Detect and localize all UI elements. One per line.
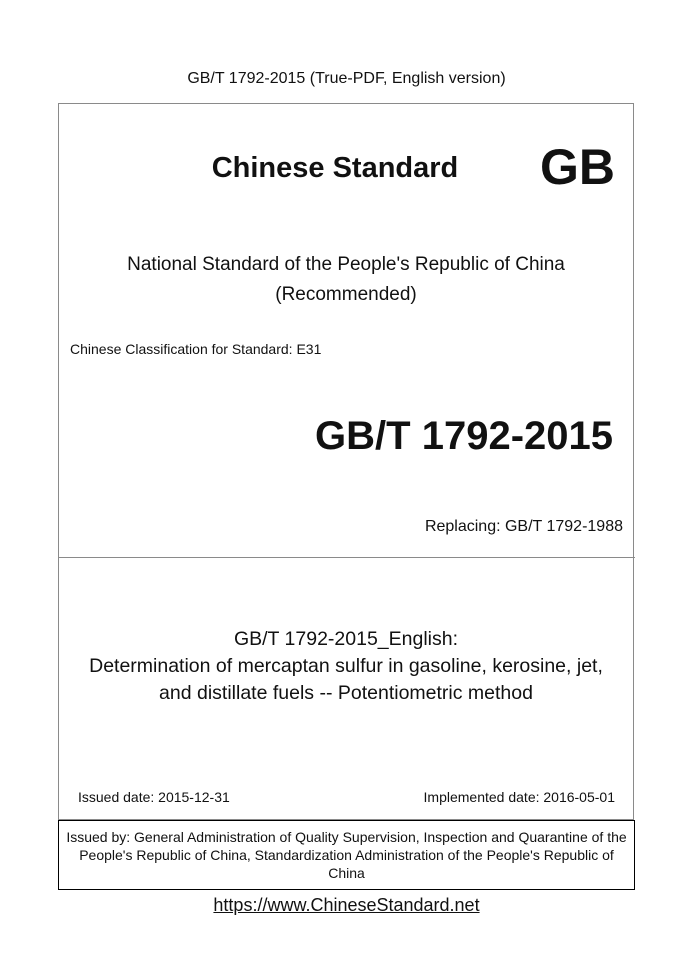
issued-date: Issued date: 2015-12-31 (78, 789, 230, 805)
page-header: GB/T 1792-2015 (True-PDF, English versio… (187, 70, 506, 87)
standard-code: GB/T 1792-2015 (315, 414, 613, 458)
cover-frame (58, 103, 634, 820)
national-standard-label: National Standard of the People's Republ… (58, 250, 634, 310)
document-title: GB/T 1792-2015_English: Determination of… (58, 626, 634, 707)
classification: Chinese Classification for Standard: E31 (70, 341, 322, 357)
title-line: Determination of mercaptan sulfur in gas… (89, 655, 603, 677)
gb-logo: GB (540, 139, 615, 195)
replacing-note: Replacing: GB/T 1792-1988 (424, 518, 623, 535)
recommended-line: (Recommended) (275, 284, 417, 305)
title-line: and distillate fuels -- Potentiometric m… (159, 682, 533, 704)
cover-divider (58, 557, 635, 558)
issued-by-box: Issued by: General Administration of Qua… (58, 820, 635, 890)
website-link[interactable]: https://www.ChineseStandard.net (213, 895, 480, 915)
title-line: GB/T 1792-2015_English: (233, 628, 459, 650)
brand-title: Chinese Standard (211, 152, 459, 184)
implemented-date: Implemented date: 2016-05-01 (423, 789, 615, 805)
national-line: National Standard of the People's Republ… (127, 254, 565, 275)
